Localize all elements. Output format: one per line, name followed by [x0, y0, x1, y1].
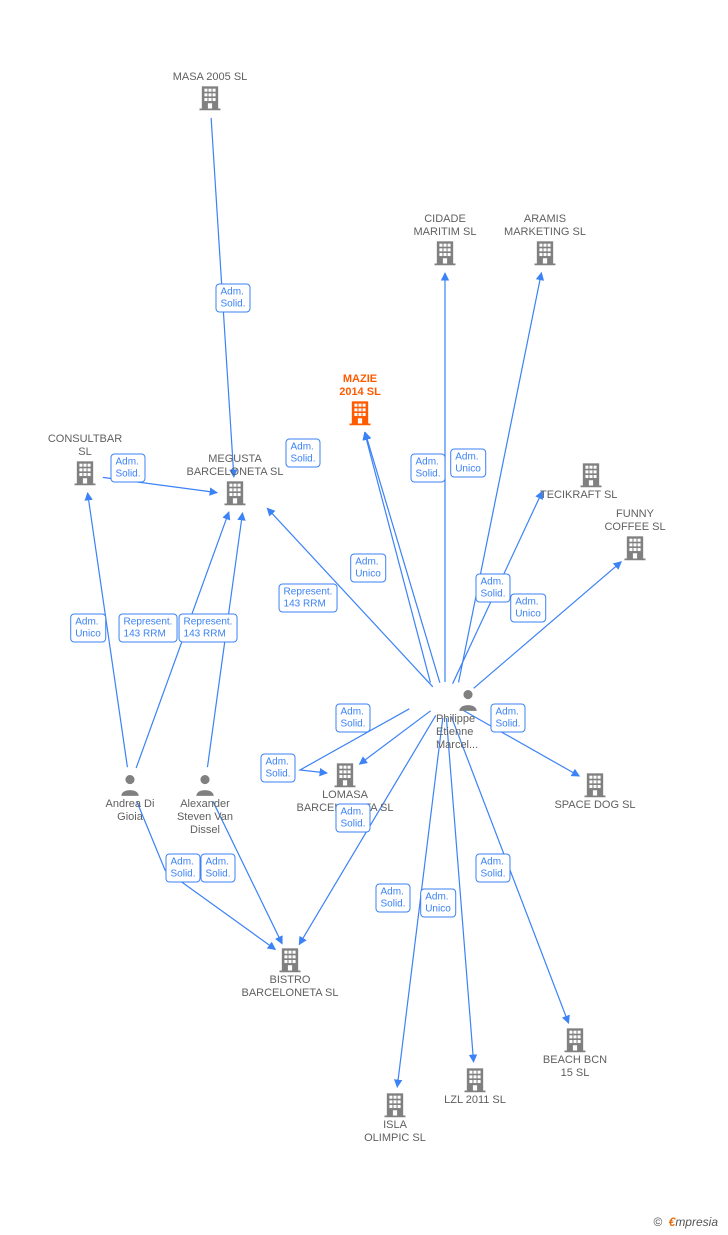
building-icon — [561, 1026, 589, 1054]
company-node-mazie[interactable]: MAZIE 2014 SL — [305, 373, 415, 427]
footer-attribution: © €mpresia — [653, 1215, 718, 1229]
person-icon — [455, 687, 481, 713]
company-node-aramis[interactable]: ARAMIS MARKETING SL — [490, 213, 600, 267]
edge-label-philippe-isla: Adm. Solid. — [375, 884, 410, 913]
edge-label-philippe-beach: Adm. Solid. — [475, 854, 510, 883]
edge-label-philippe-tecikraft: Adm. Solid. — [475, 574, 510, 603]
node-label: Alexander Steven Van Dissel — [150, 798, 260, 838]
edge-label-philippe-spacedog: Adm. Solid. — [490, 704, 525, 733]
edge-label-philippe-cidade: Adm. Solid. — [410, 454, 445, 483]
edge-label-philippe-funny: Adm. Unico — [510, 594, 546, 623]
node-label: MAZIE 2014 SL — [305, 373, 415, 399]
brand-rest: mpresia — [675, 1215, 718, 1229]
edge-label-masa2005-megusta: Adm. Solid. — [215, 284, 250, 313]
edge-label-andrea-megusta: Represent. 143 RRM — [119, 614, 178, 643]
node-label: TECIKRAFT SL — [540, 489, 649, 502]
person-icon — [192, 772, 218, 798]
node-label: MEGUSTA BARCELONETA SL — [180, 453, 290, 479]
building-icon — [531, 239, 559, 267]
edge-label-philippe-megusta: Represent. 143 RRM — [279, 584, 338, 613]
node-label: MASA 2005 SL — [155, 71, 265, 84]
node-label: SPACE DOG SL — [540, 799, 650, 812]
node-label: BISTRO BARCELONETA SL — [235, 974, 345, 1000]
node-label: CIDADE MARITIM SL — [390, 213, 500, 239]
edge-label-philippe-lomasa: Adm. Solid. — [260, 754, 295, 783]
person-icon — [117, 772, 143, 798]
edge-label-andrea-consultbar: Adm. Unico — [70, 614, 106, 643]
copyright-symbol: © — [653, 1215, 662, 1229]
company-node-funny[interactable]: FUNNY COFFEE SL — [580, 508, 690, 562]
company-node-tecikraft[interactable]: TECIKRAFT SL — [536, 461, 645, 503]
edge-label-philippe-aramis: Adm. Unico — [450, 449, 486, 478]
company-node-megusta[interactable]: MEGUSTA BARCELONETA SL — [180, 453, 290, 507]
building-icon — [346, 399, 374, 427]
edge-label-consultbar-megusta: Adm. Solid. — [110, 454, 145, 483]
company-node-cidade[interactable]: CIDADE MARITIM SL — [390, 213, 500, 267]
edge-label-philippe-mazie: Adm. Unico — [350, 554, 386, 583]
node-label: FUNNY COFFEE SL — [580, 508, 690, 534]
company-node-bistro[interactable]: BISTRO BARCELONETA SL — [235, 946, 345, 1000]
building-icon — [581, 771, 609, 799]
building-icon — [221, 479, 249, 507]
building-icon — [461, 1066, 489, 1094]
building-icon — [431, 239, 459, 267]
building-icon — [276, 946, 304, 974]
building-icon — [196, 84, 224, 112]
node-label: ISLA OLIMPIC SL — [340, 1119, 450, 1145]
edge-label-philippe-lzl: Adm. Unico — [420, 889, 456, 918]
building-icon — [621, 534, 649, 562]
company-node-spacedog[interactable]: SPACE DOG SL — [540, 771, 650, 812]
edge-label-andrea-bistro: Adm. Solid. — [165, 854, 200, 883]
building-icon — [71, 459, 99, 487]
company-node-beach[interactable]: BEACH BCN 15 SL — [520, 1026, 630, 1080]
edge-label-philippe-lomasa: Adm. Solid. — [335, 704, 370, 733]
edge-label-alexander-megusta: Represent. 143 RRM — [179, 614, 238, 643]
company-node-isla[interactable]: ISLA OLIMPIC SL — [340, 1091, 450, 1145]
company-node-masa2005[interactable]: MASA 2005 SL — [155, 71, 265, 112]
node-label: BEACH BCN 15 SL — [520, 1054, 630, 1080]
edge-label-alexander-bistro: Adm. Solid. — [200, 854, 235, 883]
edge-label-philippe-mazie: Adm. Solid. — [285, 439, 320, 468]
person-node-alexander[interactable]: Alexander Steven Van Dissel — [150, 772, 260, 838]
building-icon — [577, 461, 605, 489]
building-icon — [381, 1091, 409, 1119]
node-label: ARAMIS MARKETING SL — [490, 213, 600, 239]
edge-label-philippe-bistro: Adm. Solid. — [335, 804, 370, 833]
building-icon — [331, 761, 359, 789]
